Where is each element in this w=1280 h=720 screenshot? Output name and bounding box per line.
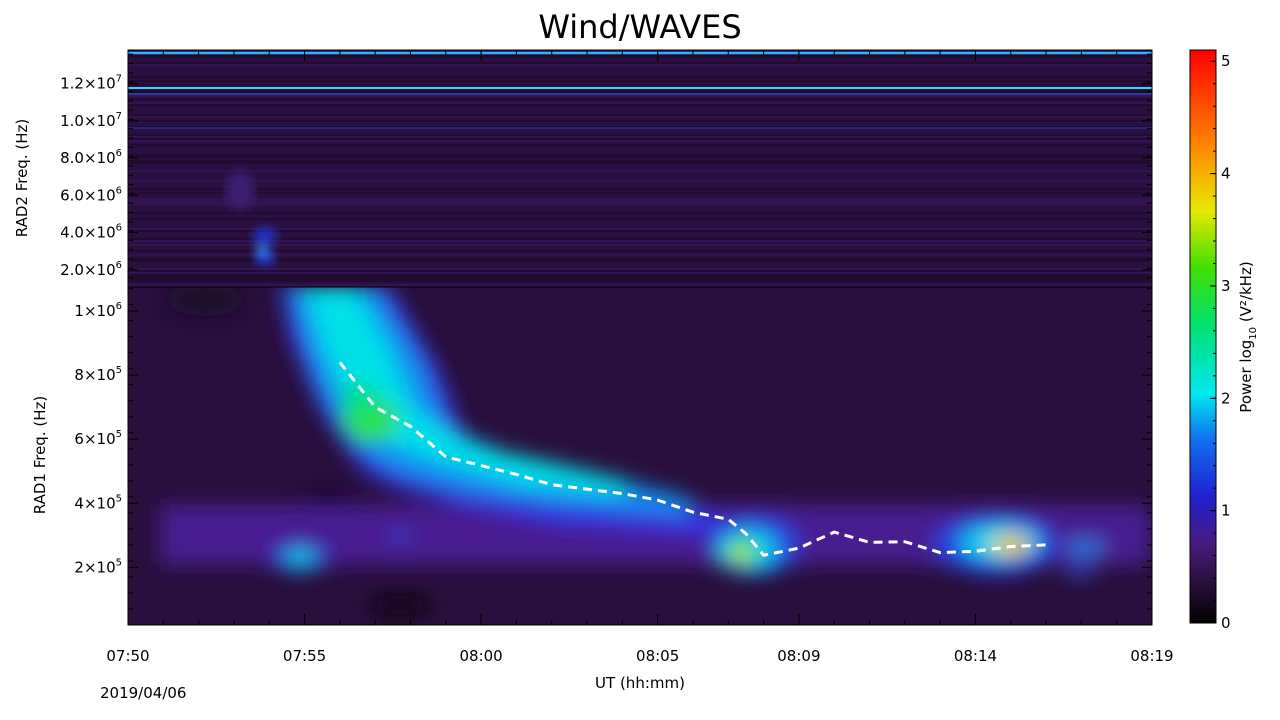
rad2-tick-label: 4.0×106 — [60, 223, 122, 242]
x-tick-label: 08:14 — [954, 647, 997, 665]
x-tick-label: 08:05 — [636, 647, 679, 665]
rad1-tick-label: 8×105 — [74, 365, 122, 384]
rad1-tick-label: 1×106 — [74, 301, 122, 320]
rad2-tick-label: 8.0×106 — [60, 148, 122, 167]
colorbar-tick-label: 4 — [1221, 165, 1231, 183]
x-tick-label: 07:50 — [106, 647, 149, 665]
y-axis-rad2: 2.0×106 4.0×106 6.0×106 8.0×106 1.0×107 1.2×1… — [60, 53, 1152, 288]
colorbar-tick-label: 1 — [1221, 502, 1231, 520]
chart-title: Wind/WAVES — [538, 8, 741, 46]
colorbar-label-sub: 10 — [1248, 327, 1259, 340]
colorbar-label-pre: Power log — [1237, 340, 1255, 413]
x-axis-label: UT (hh:mm) — [595, 674, 685, 692]
y-label-rad1: RAD1 Freq. (Hz) — [31, 396, 49, 514]
colorbar: 0 1 2 3 4 5 Power log10 (V²/kHz) — [1189, 49, 1259, 632]
y-label-rad2: RAD2 Freq. (Hz) — [13, 119, 31, 237]
rad1-tick-label: 6×105 — [74, 429, 122, 448]
x-tick-label: 08:00 — [459, 647, 502, 665]
colorbar-tick-label: 5 — [1221, 52, 1231, 70]
colorbar-tick-label: 2 — [1221, 389, 1231, 407]
rad2-tick-label: 6.0×106 — [60, 185, 122, 204]
rad1-panel — [128, 287, 1152, 625]
x-axis: 07:50 07:55 08:00 08:05 08:09 08:14 08:19 — [106, 50, 1174, 665]
rad2-tick-label: 2.0×106 — [60, 260, 122, 279]
x-tick-label: 07:55 — [283, 647, 326, 665]
colorbar-label-post: (V²/kHz) — [1237, 261, 1255, 327]
date-label: 2019/04/06 — [100, 684, 186, 702]
rad2-tick-label: 1.2×107 — [60, 74, 122, 93]
colorbar-label: Power log10 (V²/kHz) — [1237, 261, 1259, 412]
colorbar-tick-label: 0 — [1221, 614, 1231, 632]
colorbar-tick-label: 3 — [1221, 277, 1231, 295]
rad1-tick-label: 2×105 — [74, 557, 122, 576]
rad1-tick-label: 4×105 — [74, 493, 122, 512]
x-tick-label: 08:09 — [777, 647, 820, 665]
y-axis-rad1: 2×105 4×105 6×105 8×105 1×106 — [74, 288, 1152, 626]
rad2-panel — [128, 50, 1152, 287]
drift-trace — [338, 361, 1047, 557]
x-tick-label: 08:19 — [1130, 647, 1173, 665]
rad2-tick-label: 1.0×107 — [60, 111, 122, 130]
